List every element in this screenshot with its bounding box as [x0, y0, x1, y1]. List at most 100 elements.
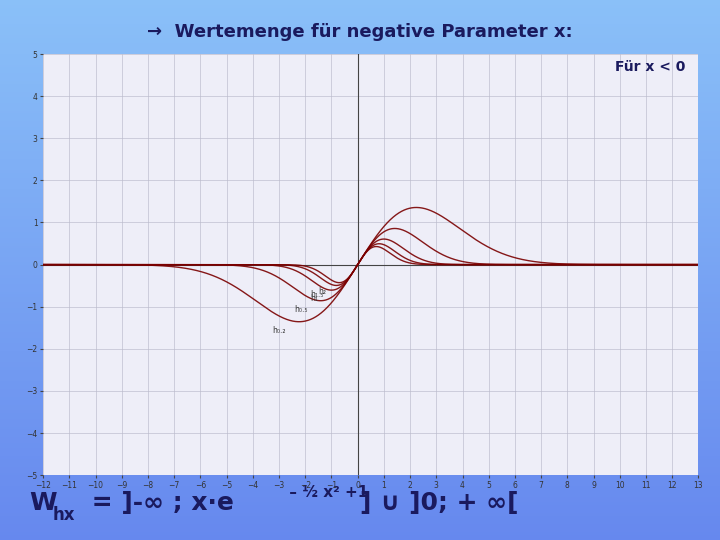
Bar	[0, 267, 720, 270]
Bar	[0, 259, 720, 262]
Text: h₁.₅: h₁.₅	[310, 289, 323, 299]
Bar	[0, 481, 720, 483]
Bar	[0, 437, 720, 440]
Bar	[0, 173, 720, 176]
Bar	[0, 81, 720, 84]
Text: →  Wertemenge für negative Parameter x:: → Wertemenge für negative Parameter x:	[147, 23, 573, 42]
Bar	[0, 289, 720, 292]
Bar	[0, 516, 720, 518]
Bar	[0, 340, 720, 343]
Bar	[0, 362, 720, 364]
Bar	[0, 467, 720, 470]
Text: hx: hx	[53, 506, 75, 524]
Bar	[0, 68, 720, 70]
Bar	[0, 313, 720, 316]
Bar	[0, 373, 720, 375]
Bar	[0, 284, 720, 286]
Bar	[0, 219, 720, 221]
Bar	[0, 429, 720, 432]
Bar	[0, 402, 720, 405]
Bar	[0, 22, 720, 24]
Bar	[0, 464, 720, 467]
Bar	[0, 532, 720, 535]
Text: – ½ x² +1: – ½ x² +1	[284, 485, 369, 500]
Bar	[0, 251, 720, 254]
Bar	[0, 370, 720, 373]
Bar	[0, 227, 720, 229]
Bar	[0, 297, 720, 300]
Bar	[0, 265, 720, 267]
Bar	[0, 92, 720, 94]
Bar	[0, 154, 720, 157]
Bar	[0, 146, 720, 148]
Bar	[0, 529, 720, 532]
Bar	[0, 62, 720, 65]
Bar	[0, 427, 720, 429]
Bar	[0, 40, 720, 43]
Bar	[0, 281, 720, 284]
Bar	[0, 181, 720, 184]
Bar	[0, 454, 720, 456]
Bar	[0, 389, 720, 392]
Bar	[0, 300, 720, 302]
Bar	[0, 254, 720, 256]
Bar	[0, 0, 720, 3]
Bar	[0, 43, 720, 46]
Bar	[0, 3, 720, 5]
Bar	[0, 243, 720, 246]
Bar	[0, 394, 720, 397]
Bar	[0, 176, 720, 178]
Bar	[0, 472, 720, 475]
Bar	[0, 94, 720, 97]
Bar	[0, 49, 720, 51]
Bar	[0, 200, 720, 202]
Bar	[0, 400, 720, 402]
Bar	[0, 348, 720, 351]
Bar	[0, 256, 720, 259]
Bar	[0, 113, 720, 116]
Bar	[0, 65, 720, 68]
Bar	[0, 240, 720, 243]
Text: h₀.₅: h₀.₅	[294, 305, 307, 314]
Bar	[0, 278, 720, 281]
Bar	[0, 51, 720, 54]
Bar	[0, 130, 720, 132]
Bar	[0, 354, 720, 356]
Bar	[0, 170, 720, 173]
Bar	[0, 213, 720, 216]
Bar	[0, 16, 720, 19]
Bar	[0, 324, 720, 327]
Bar	[0, 364, 720, 367]
Bar	[0, 232, 720, 235]
Bar	[0, 35, 720, 38]
Bar	[0, 248, 720, 251]
Bar	[0, 105, 720, 108]
Bar	[0, 46, 720, 49]
Bar	[0, 76, 720, 78]
Bar	[0, 397, 720, 400]
Bar	[0, 332, 720, 335]
Bar	[0, 524, 720, 526]
Bar	[0, 508, 720, 510]
Bar	[0, 238, 720, 240]
Bar	[0, 78, 720, 81]
Bar	[0, 367, 720, 370]
Text: Für x < 0: Für x < 0	[615, 60, 685, 75]
Bar	[0, 124, 720, 127]
Bar	[0, 294, 720, 297]
Bar	[0, 413, 720, 416]
Bar	[0, 122, 720, 124]
Bar	[0, 138, 720, 140]
Bar	[0, 483, 720, 486]
Bar	[0, 526, 720, 529]
Bar	[0, 470, 720, 472]
Text: ] ∪ ]0; + ∞[: ] ∪ ]0; + ∞[	[360, 491, 518, 515]
Bar	[0, 54, 720, 57]
Bar	[0, 386, 720, 389]
Bar	[0, 24, 720, 27]
Bar	[0, 197, 720, 200]
Bar	[0, 408, 720, 410]
Bar	[0, 316, 720, 319]
Bar	[0, 346, 720, 348]
Bar	[0, 392, 720, 394]
